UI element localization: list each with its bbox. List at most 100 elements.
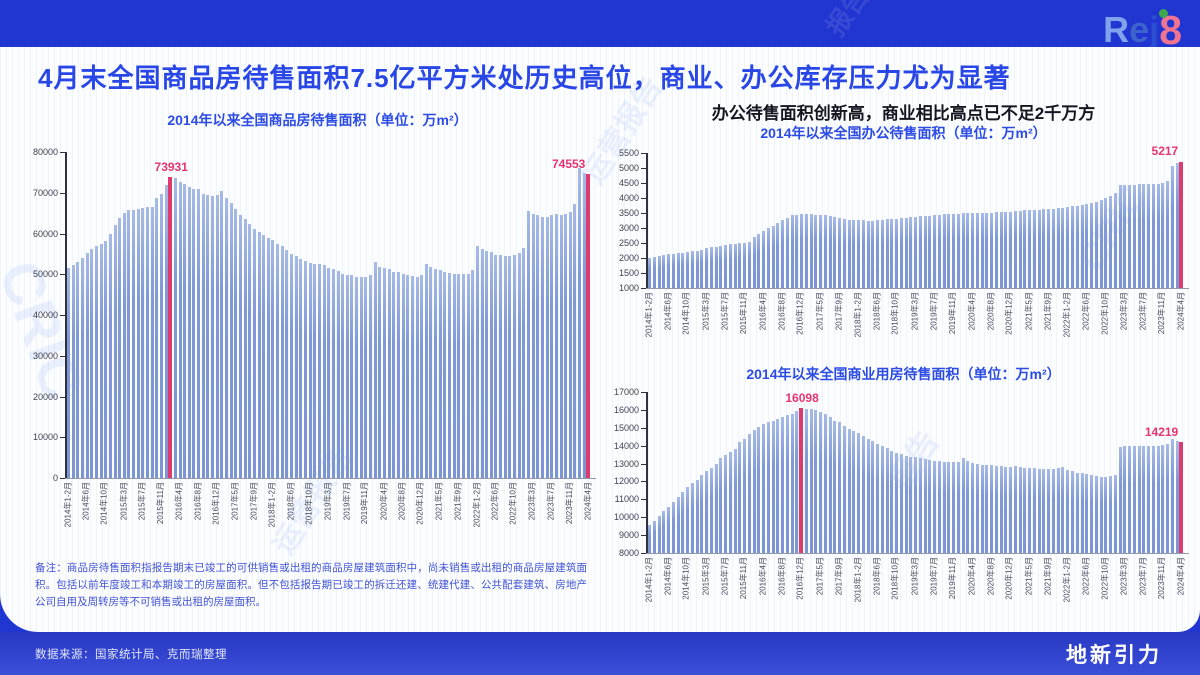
x-tick-label: 2017年5月	[815, 557, 825, 596]
x-tick-label: 2018年1-2月	[853, 557, 863, 603]
bar	[201, 194, 205, 478]
bar	[904, 455, 908, 553]
y-tick-label: 9000	[618, 530, 639, 541]
bar	[648, 258, 651, 288]
bar	[499, 255, 503, 478]
bar	[141, 208, 145, 478]
bar	[1099, 476, 1103, 553]
bar	[303, 261, 307, 478]
bar	[975, 463, 979, 553]
bar	[662, 511, 666, 553]
bar	[1013, 210, 1017, 288]
bar	[225, 197, 228, 478]
right-section-header: 办公待售面积创新高，商业相比高点已不足2千万方	[711, 104, 1096, 123]
logo-letter-r: R	[1103, 9, 1130, 50]
bar	[880, 446, 884, 553]
bar	[369, 275, 372, 478]
bar	[795, 214, 799, 288]
bar	[90, 249, 94, 478]
bar	[781, 417, 785, 553]
x-tick-label: 2022年6月	[490, 482, 500, 521]
brand-logotype: 地新引力	[1066, 643, 1162, 667]
bar	[1170, 439, 1174, 553]
x-tick-label: 2020年8月	[397, 482, 407, 521]
bar	[652, 257, 656, 288]
y-axis-line	[646, 153, 648, 289]
x-tick-label: 2014年1-2月	[644, 557, 653, 603]
bar	[387, 269, 391, 478]
bar	[657, 255, 661, 288]
bar	[990, 465, 994, 553]
bar	[1151, 184, 1155, 288]
x-tick-label: 2016年4月	[758, 557, 768, 596]
bar	[197, 189, 201, 478]
bar	[719, 458, 723, 553]
bar	[1051, 208, 1055, 288]
bar	[762, 231, 766, 289]
bar	[573, 203, 577, 478]
bar	[108, 234, 112, 478]
y-tick-mark	[641, 273, 646, 274]
bar	[861, 435, 865, 553]
x-tick-label: 2022年1-2月	[471, 482, 481, 528]
y-tick-label: 5000	[618, 163, 639, 173]
x-tick-label: 2016年12月	[796, 557, 806, 600]
y-tick-mark	[60, 274, 65, 276]
bar	[99, 243, 103, 478]
bar	[220, 190, 224, 478]
bar	[676, 253, 680, 288]
bar	[738, 243, 742, 288]
bar	[559, 215, 563, 478]
bar	[85, 253, 89, 478]
highlight-bar	[1179, 441, 1184, 553]
bar	[980, 464, 984, 553]
x-tick-label: 2021年9月	[1043, 557, 1053, 596]
bar	[1047, 209, 1051, 288]
bar	[885, 219, 889, 288]
bar	[809, 408, 813, 553]
bar	[443, 271, 447, 478]
bar	[752, 237, 756, 288]
y-tick-mark	[641, 409, 646, 411]
x-tick-label: 2017年9月	[248, 482, 258, 521]
bar	[795, 411, 799, 553]
x-tick-label: 2021年9月	[453, 482, 463, 521]
highlight-bar	[1179, 161, 1184, 288]
bar	[1051, 468, 1055, 553]
x-tick-label: 2022年1-2月	[1062, 292, 1072, 338]
bar	[1032, 468, 1036, 553]
bar	[1061, 208, 1065, 288]
bar	[918, 216, 922, 288]
x-tick-label: 2017年9月	[834, 292, 844, 331]
bar	[728, 452, 732, 553]
bar	[1132, 184, 1136, 288]
bar	[457, 273, 461, 478]
bar	[1128, 184, 1131, 288]
bar	[317, 264, 321, 478]
x-tick-label: 2020年8月	[986, 292, 996, 331]
x-tick-label: 2015年11月	[155, 482, 165, 525]
bar	[554, 214, 558, 478]
x-tick-label: 2015年3月	[701, 557, 711, 596]
bar	[918, 458, 922, 553]
bar	[187, 187, 191, 478]
bar	[833, 216, 837, 288]
bar	[452, 274, 456, 478]
bar	[424, 264, 428, 478]
bar	[308, 262, 312, 478]
bar	[690, 251, 694, 288]
bar	[503, 255, 507, 478]
bar	[671, 501, 675, 553]
highlight-bar	[799, 408, 804, 553]
x-tick-label: 2019年3月	[910, 292, 920, 331]
x-tick-label: 2014年10月	[100, 482, 110, 525]
bar	[522, 248, 526, 478]
x-axis-line	[646, 288, 1189, 289]
x-tick-label: 2020年4月	[378, 482, 388, 521]
bar	[928, 215, 932, 288]
y-tick-label: 70000	[32, 187, 58, 198]
bar	[466, 273, 470, 478]
bar	[899, 454, 903, 553]
x-tick-label: 2014年1-2月	[644, 292, 653, 338]
y-tick-mark	[641, 499, 646, 501]
